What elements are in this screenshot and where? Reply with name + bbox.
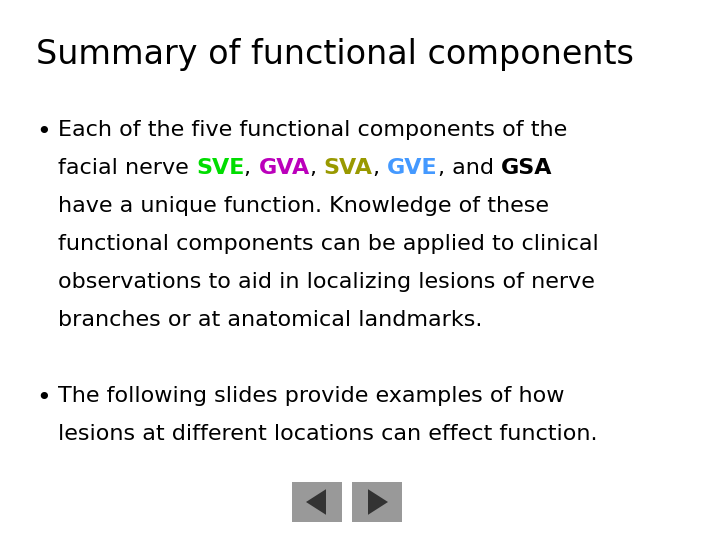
Text: GSA: GSA (500, 158, 552, 178)
Polygon shape (368, 489, 388, 515)
Text: observations to aid in localizing lesions of nerve: observations to aid in localizing lesion… (58, 272, 595, 292)
Text: ,: , (373, 158, 387, 178)
Text: facial nerve: facial nerve (58, 158, 196, 178)
Bar (352, 482, 402, 522)
Text: Each of the five functional components of the: Each of the five functional components o… (58, 120, 567, 140)
Text: ,: , (244, 158, 258, 178)
Text: SVE: SVE (196, 158, 244, 178)
Text: The following slides provide examples of how: The following slides provide examples of… (58, 386, 564, 406)
Text: ,: , (310, 158, 324, 178)
Text: functional components can be applied to clinical: functional components can be applied to … (58, 234, 599, 254)
Text: SVA: SVA (324, 158, 373, 178)
Polygon shape (306, 489, 326, 515)
Text: branches or at anatomical landmarks.: branches or at anatomical landmarks. (58, 310, 482, 330)
Bar (292, 482, 342, 522)
Text: •: • (36, 120, 50, 144)
Text: GVE: GVE (387, 158, 438, 178)
Text: GVA: GVA (258, 158, 310, 178)
Text: , and: , and (438, 158, 500, 178)
Text: have a unique function. Knowledge of these: have a unique function. Knowledge of the… (58, 196, 549, 216)
Text: •: • (36, 386, 50, 410)
Text: Summary of functional components: Summary of functional components (36, 38, 634, 71)
Text: lesions at different locations can effect function.: lesions at different locations can effec… (58, 424, 598, 444)
